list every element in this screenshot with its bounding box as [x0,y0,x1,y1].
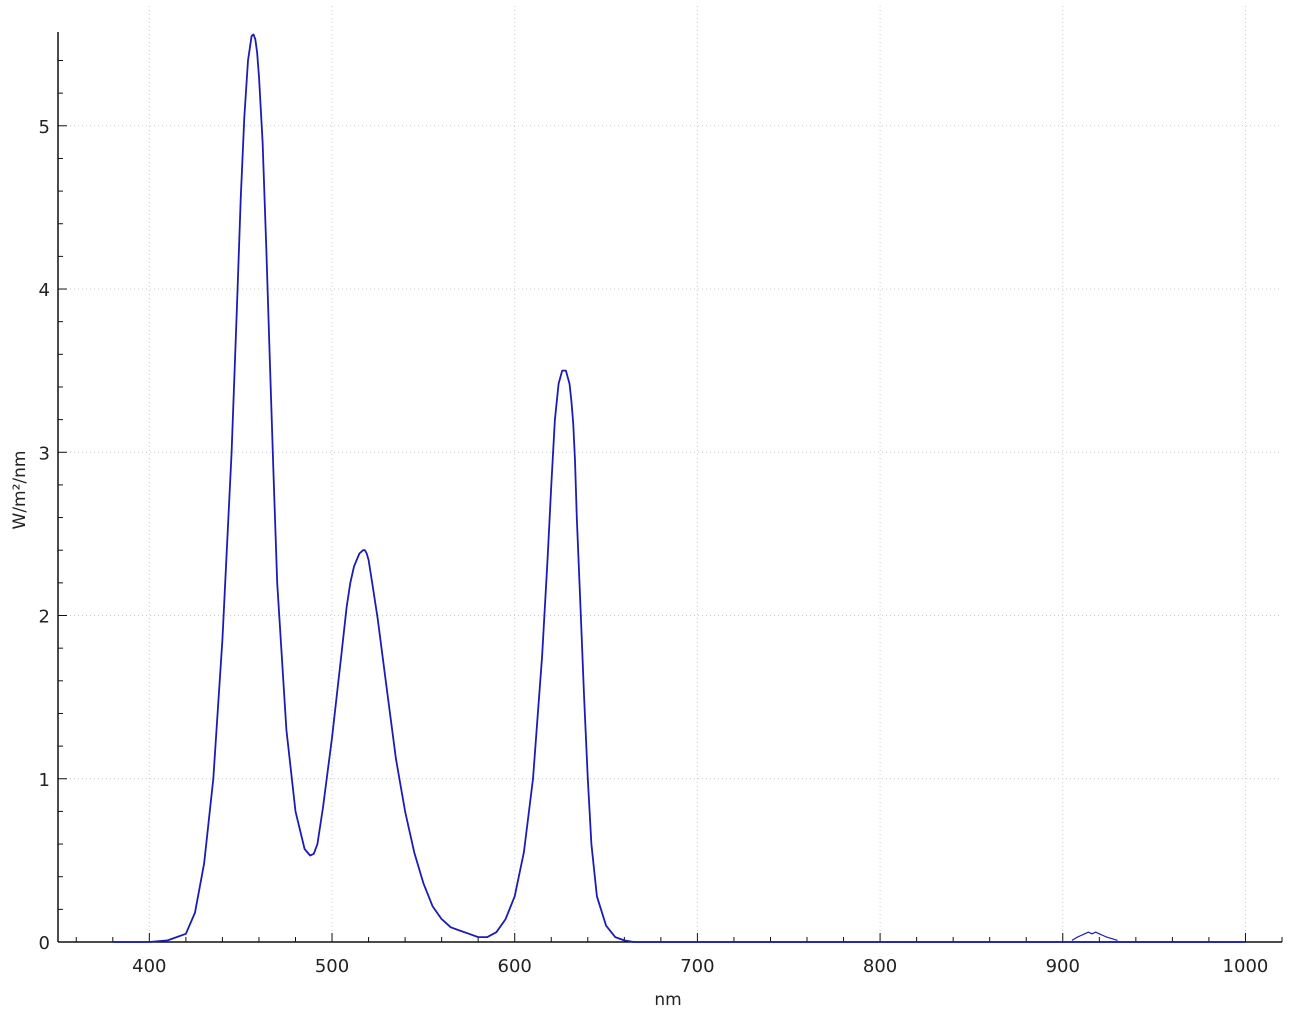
y-tick-label: 4 [39,280,50,301]
y-axis-label: W/m²/nm [10,451,30,530]
grid [58,6,1282,942]
x-tick-label: 700 [680,956,714,977]
x-tick-label: 500 [315,956,349,977]
y-tick-label: 0 [39,933,50,954]
x-tick-label: 900 [1046,956,1080,977]
x-axis-label: nm [654,990,681,1010]
series-layer [112,33,1246,943]
x-tick-label: 400 [132,956,166,977]
x-tick-label: 1000 [1223,956,1269,977]
y-tick-label: 3 [39,443,50,464]
x-tick-label: 800 [863,956,897,977]
y-tick-label: 1 [39,770,50,791]
tick-labels: 400 500 600 700 800 900 1000 0 1 2 3 4 5 [39,117,1269,977]
series-line [1071,931,1118,941]
series-line [112,33,1246,943]
y-tick-label: 2 [39,607,50,628]
x-tick-label: 600 [498,956,532,977]
y-tick-label: 5 [39,117,50,138]
